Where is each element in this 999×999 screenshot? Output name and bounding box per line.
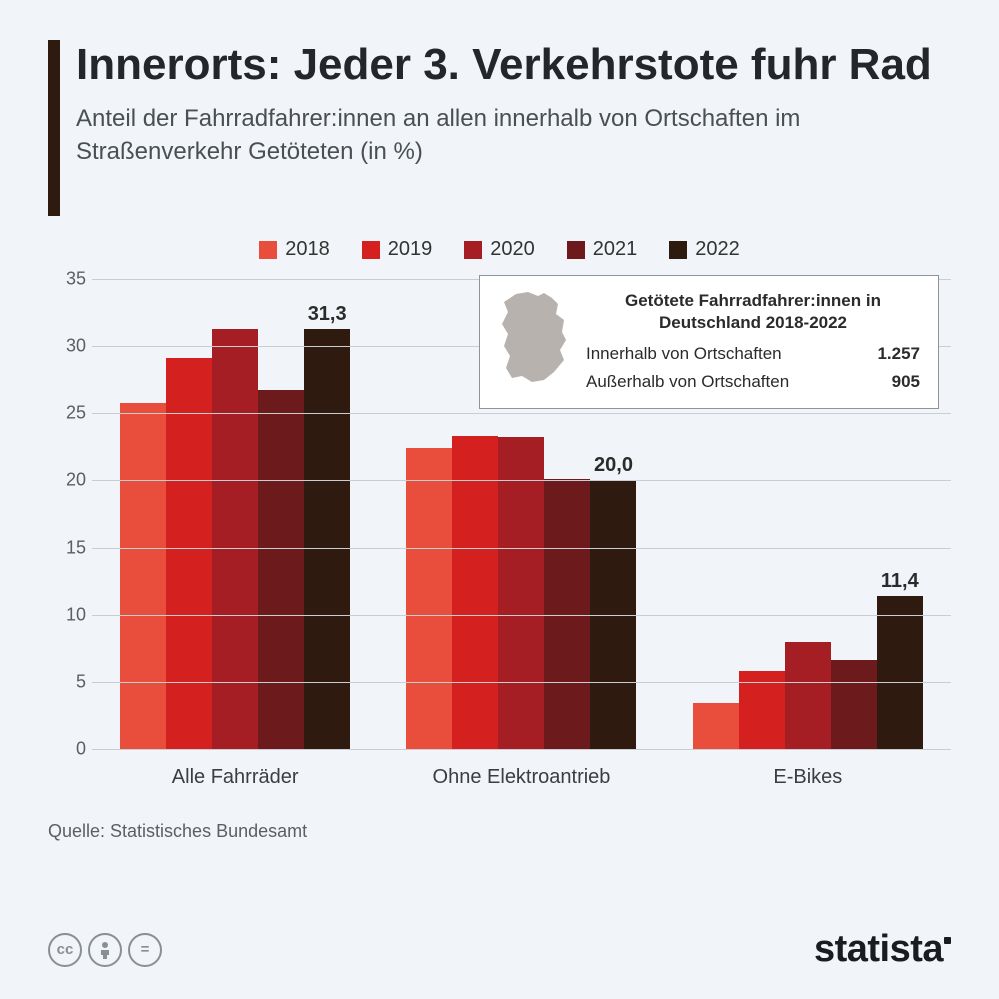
x-axis-label: Alle Fahrräder [92, 766, 378, 789]
bar-chart: Getötete Fahrradfahrer:innen in Deutschl… [48, 279, 951, 799]
accent-bar [48, 40, 60, 216]
bar: 11,4 [877, 596, 923, 749]
bar [693, 703, 739, 749]
page-title: Innerorts: Jeder 3. Verkehrstote fuhr Ra… [76, 40, 951, 89]
bar-value-label: 11,4 [881, 570, 919, 593]
info-row: Außerhalb von Ortschaften905 [586, 372, 920, 392]
y-tick-label: 20 [48, 470, 86, 491]
bar-group: 31,3 [92, 279, 378, 749]
x-axis-label: E-Bikes [665, 766, 951, 789]
gridline [92, 548, 951, 549]
gridline [92, 749, 951, 750]
bar [212, 329, 258, 749]
gridline [92, 615, 951, 616]
y-tick-label: 10 [48, 604, 86, 625]
y-tick-label: 15 [48, 537, 86, 558]
germany-map-icon [494, 290, 574, 386]
y-tick-label: 0 [48, 739, 86, 760]
x-axis-label: Ohne Elektroantrieb [378, 766, 664, 789]
bar-value-label: 31,3 [308, 303, 347, 326]
gridline [92, 682, 951, 683]
bar [166, 358, 212, 749]
y-tick-label: 5 [48, 671, 86, 692]
legend: 2018 2019 2020 2021 2022 [48, 238, 951, 261]
y-tick-label: 35 [48, 269, 86, 290]
nd-icon: = [128, 933, 162, 967]
source-text: Quelle: Statistisches Bundesamt [48, 821, 951, 842]
legend-item: 2019 [362, 238, 433, 261]
legend-item: 2021 [567, 238, 638, 261]
cc-license-icons: cc = [48, 933, 162, 967]
y-tick-label: 25 [48, 403, 86, 424]
legend-item: 2020 [464, 238, 535, 261]
bar [785, 642, 831, 749]
gridline [92, 480, 951, 481]
gridline [92, 413, 951, 414]
info-box-title: Getötete Fahrradfahrer:innen in Deutschl… [586, 290, 920, 334]
info-box: Getötete Fahrradfahrer:innen in Deutschl… [479, 275, 939, 409]
bar [120, 403, 166, 749]
bar [452, 436, 498, 749]
bar [258, 390, 304, 749]
subtitle: Anteil der Fahrradfahrer:innen an allen … [76, 103, 951, 168]
info-row: Innerhalb von Ortschaften1.257 [586, 344, 920, 364]
by-icon [88, 933, 122, 967]
statista-logo: statista [814, 928, 951, 971]
bar: 31,3 [304, 329, 350, 749]
legend-item: 2018 [259, 238, 330, 261]
bar [831, 660, 877, 749]
legend-item: 2022 [669, 238, 740, 261]
bar-value-label: 20,0 [594, 454, 633, 477]
bar [406, 448, 452, 749]
cc-icon: cc [48, 933, 82, 967]
y-tick-label: 30 [48, 336, 86, 357]
bar [498, 437, 544, 749]
